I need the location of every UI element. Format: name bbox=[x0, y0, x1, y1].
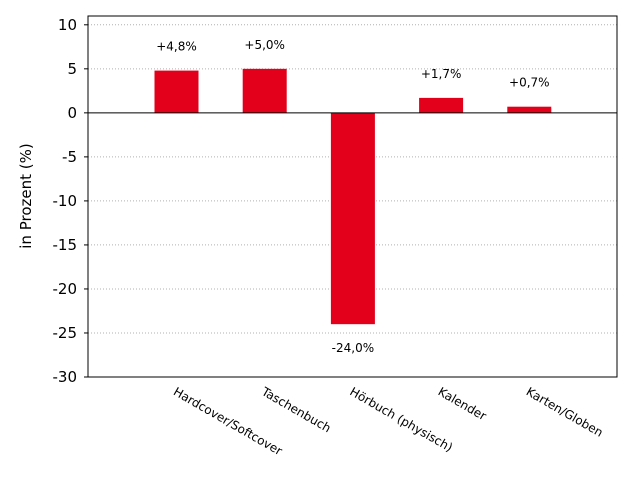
bar bbox=[507, 106, 552, 113]
y-tick-label: -15 bbox=[53, 236, 78, 254]
x-tick-label: Karten/Globen bbox=[524, 384, 606, 439]
y-tick-label: -5 bbox=[62, 148, 77, 166]
bar bbox=[419, 97, 464, 113]
bar bbox=[154, 70, 199, 113]
data-label: +0,7% bbox=[509, 76, 550, 90]
bar bbox=[330, 112, 375, 325]
y-tick-label: 0 bbox=[67, 104, 77, 122]
y-tick-label: -25 bbox=[53, 324, 78, 342]
y-tick-label: -10 bbox=[53, 192, 78, 210]
x-tick-label: Taschenbuch bbox=[258, 384, 333, 435]
plot-frame bbox=[87, 15, 618, 378]
bars bbox=[154, 68, 552, 325]
x-tick-label: Kalender bbox=[436, 384, 489, 423]
y-tick-label: -20 bbox=[53, 280, 78, 298]
y-tick-label: -30 bbox=[53, 368, 78, 386]
data-label: -24,0% bbox=[332, 341, 374, 355]
data-label: +5,0% bbox=[244, 38, 285, 52]
data-label: +1,7% bbox=[421, 67, 462, 81]
data-label: +4,8% bbox=[156, 40, 197, 54]
bar bbox=[242, 68, 287, 113]
y-axis-ticks: 10 5 0 -5 -10 -15 -20 -25 -30 bbox=[53, 16, 88, 386]
y-axis-title: in Prozent (%) bbox=[17, 143, 35, 248]
y-tick-label: 5 bbox=[67, 60, 77, 78]
y-tick-label: 10 bbox=[58, 16, 77, 34]
data-labels: +4,8% +5,0% -24,0% +1,7% +0,7% bbox=[156, 38, 549, 355]
